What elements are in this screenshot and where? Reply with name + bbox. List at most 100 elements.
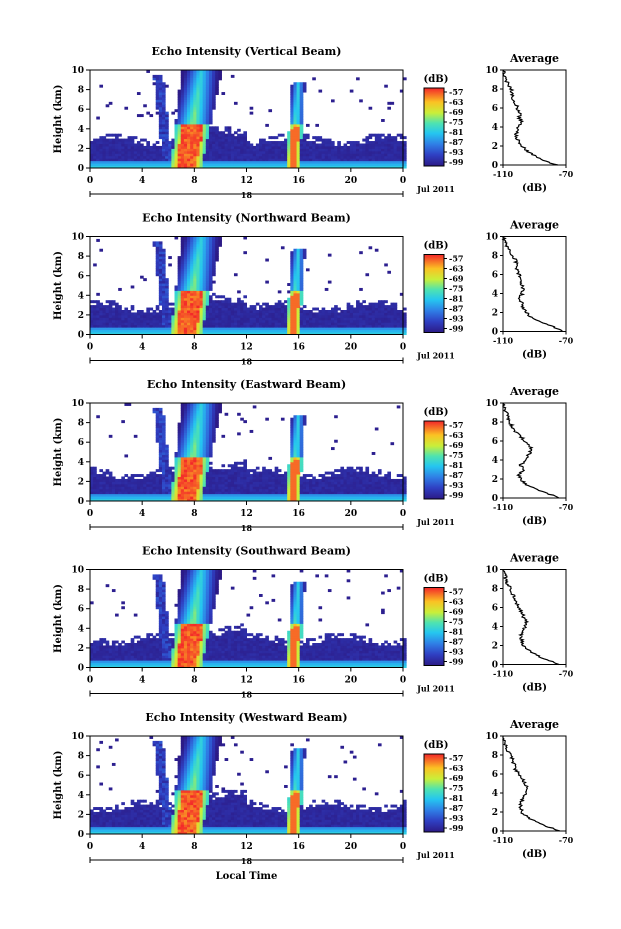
heatmap-cell: [199, 476, 204, 480]
heatmap-cell: [193, 329, 197, 333]
heatmap-cell: [309, 314, 313, 318]
heatmap-cell: [124, 143, 129, 147]
heatmap-cell: [152, 243, 157, 247]
heatmap-cell: [90, 307, 94, 311]
heatmap-cell: [161, 481, 166, 485]
heatmap-cell: [377, 163, 382, 167]
heatmap-cell: [218, 243, 222, 247]
heatmap-cell: [152, 488, 157, 492]
heatmap-cell: [133, 478, 138, 482]
heatmap-cell: [102, 158, 107, 162]
heatmap-cell: [115, 302, 119, 306]
heatmap-cell: [237, 476, 241, 480]
heatmap-cell: [318, 158, 323, 162]
heatmap-cell: [177, 148, 182, 152]
heatmap-cell: [377, 302, 382, 306]
heatmap-cell: [268, 486, 273, 490]
heatmap-cell: [205, 136, 210, 140]
month-label: Jul 2011: [416, 184, 455, 194]
heatmap-cell: [199, 287, 204, 291]
heatmap-cell: [130, 324, 135, 328]
heatmap-cell: [356, 314, 360, 318]
heatmap-cell: [224, 498, 229, 502]
heatmap-cell: [146, 111, 150, 115]
heatmap-cell: [293, 439, 298, 443]
colorbar-tick-label: -81: [449, 294, 463, 304]
heatmap-cell: [337, 317, 341, 321]
heatmap-cell: [215, 79, 219, 83]
heatmap-cell: [161, 305, 166, 309]
heatmap-cell: [340, 160, 345, 164]
heatmap-cell: [183, 422, 188, 426]
heatmap-cell: [246, 317, 251, 321]
heatmap-cell: [230, 312, 235, 316]
heatmap-cell: [318, 145, 323, 149]
heatmap-cell: [205, 295, 210, 299]
heatmap-cell: [309, 310, 313, 313]
heatmap-cell: [155, 332, 160, 335]
heatmap-cell: [390, 314, 395, 318]
heatmap-cell: [118, 150, 122, 154]
heatmap-cell: [374, 133, 379, 137]
heatmap-cell: [324, 310, 329, 313]
heatmap-cell: [309, 165, 313, 169]
heatmap-cell: [356, 153, 360, 157]
heatmap-cell: [331, 99, 335, 103]
heatmap-cell: [246, 332, 251, 335]
heatmap-cell: [202, 454, 207, 458]
heatmap-cell: [202, 121, 207, 125]
heatmap-cell: [271, 474, 276, 477]
heatmap-cells: [90, 70, 407, 169]
heatmap-cell: [121, 488, 125, 492]
heatmap-cell: [140, 319, 144, 323]
heatmap-cell: [208, 420, 213, 424]
heatmap-cell: [296, 126, 301, 130]
heatmap-cell: [246, 327, 251, 331]
heatmap-cell: [121, 496, 125, 500]
heatmap-cell: [205, 163, 210, 167]
heatmap-cell: [359, 324, 363, 328]
heatmap-cell: [208, 488, 213, 492]
heatmap-cell: [190, 256, 194, 260]
heatmap-cell: [365, 327, 370, 331]
heatmap-cell: [243, 136, 247, 140]
heatmap-cell: [290, 305, 294, 309]
heatmap-cell: [146, 314, 150, 318]
heatmap-cell: [205, 121, 210, 125]
heatmap-cell: [243, 236, 247, 240]
heatmap-cell: [252, 491, 257, 495]
heatmap-cell: [271, 141, 276, 144]
heatmap-cell: [290, 312, 294, 316]
heatmap-cell: [274, 153, 279, 157]
heatmap-cell: [265, 307, 269, 311]
heatmap-cell: [183, 491, 188, 495]
heatmap-cell: [130, 327, 135, 331]
heatmap-cell: [293, 251, 298, 255]
heatmap-cell: [277, 483, 282, 487]
heatmap-cell: [403, 160, 407, 164]
heatmap-cell: [146, 153, 150, 157]
heatmap-cell: [324, 314, 329, 318]
heatmap-cell: [208, 150, 213, 154]
heatmap-cell: [177, 290, 182, 294]
heatmap-cell: [183, 452, 188, 455]
heatmap-cell: [158, 246, 163, 250]
heatmap-cell: [199, 322, 204, 326]
heatmap-cell: [227, 138, 232, 142]
heatmap-cell: [309, 160, 313, 164]
heatmap-cell: [205, 491, 210, 495]
heatmap-cell: [161, 442, 166, 446]
colorbar-tick-label: -75: [449, 284, 463, 294]
heatmap-cell: [284, 153, 288, 157]
heatmap-cell: [362, 160, 366, 164]
heatmap-cell: [384, 145, 388, 149]
heatmap-cell: [208, 246, 213, 250]
heatmap-cell: [287, 138, 291, 142]
heatmap-cell: [212, 273, 216, 277]
heatmap-cell: [293, 329, 298, 333]
heatmap-cell: [199, 99, 204, 103]
heatmap-cell: [93, 305, 97, 309]
heatmap-cell: [218, 407, 222, 411]
heatmap-cell: [377, 133, 382, 137]
heatmap-cell: [293, 109, 298, 113]
